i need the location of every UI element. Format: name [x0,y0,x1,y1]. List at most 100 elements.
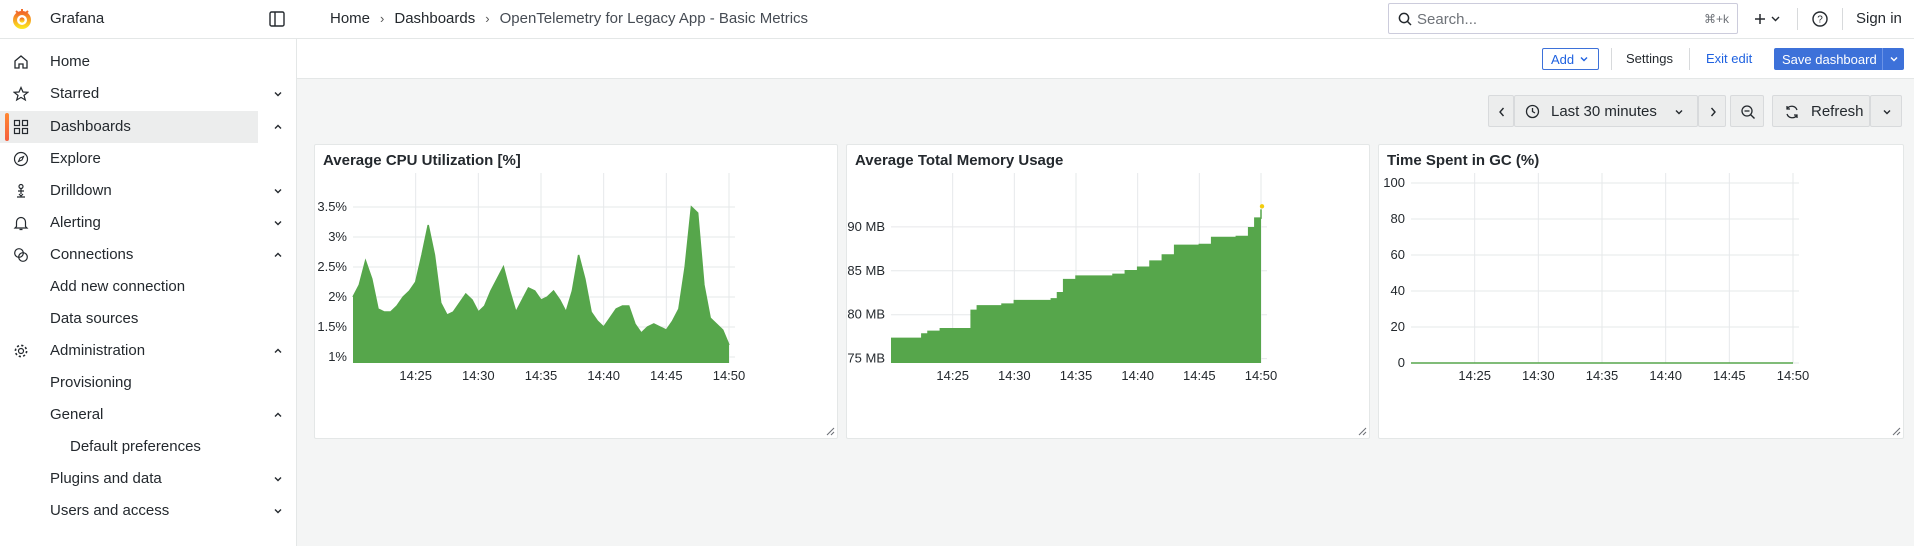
new-plus-icon[interactable] [1752,9,1786,29]
sidebar-item-add-new-connection[interactable]: Add new connection [0,271,296,303]
divider [1842,8,1843,30]
svg-text:?: ? [1817,15,1823,26]
x-tick-label: 14:30 [462,368,495,383]
sidebar-item-label: Plugins and data [50,470,162,487]
dashboard-action-bar: Add Settings Exit edit Save dashboard [297,39,1914,79]
chevron-down-icon[interactable] [271,87,285,101]
time-shift-forward-button[interactable] [1698,95,1726,127]
sidebar-item-home[interactable]: Home [0,46,296,78]
chevron-down-icon[interactable] [271,216,285,230]
x-tick-label: 14:45 [1183,368,1216,383]
app-name: Grafana [50,10,105,27]
x-tick-label: 14:50 [1245,368,1278,383]
time-range-picker[interactable]: Last 30 minutes [1514,95,1698,127]
zoom-out-button[interactable] [1730,95,1764,127]
resize-handle-icon[interactable] [1891,426,1901,436]
save-dashboard-label: Save dashboard [1782,51,1877,67]
sidebar-item-label: Explore [50,150,101,167]
chevron-up-icon[interactable] [271,408,285,422]
sidebar-item-label: Provisioning [50,374,132,391]
x-tick-label: 14:50 [1777,368,1810,383]
drilldown-icon [17,183,25,198]
chevron-down-icon[interactable] [271,184,285,198]
save-dashboard-button[interactable]: Save dashboard [1774,48,1904,70]
add-button[interactable]: Add [1542,48,1599,70]
compass-icon [13,151,29,167]
panel-gc-time[interactable]: Time Spent in GC (%) 14:25 14:30 14:35 14:4… [1378,144,1904,439]
panel-memory-usage[interactable]: Average Total Memory Usage 14:25 14:30 14:… [846,144,1370,439]
save-options-dropdown[interactable] [1882,48,1904,70]
cog-icon [14,344,28,358]
chevron-down-icon[interactable] [271,472,285,486]
sidebar-item-provisioning[interactable]: Provisioning [0,367,296,399]
sign-in-link[interactable]: Sign in [1856,10,1902,27]
series-line [891,209,1262,340]
sidebar-item-dashboards[interactable]: Dashboards [0,111,258,143]
gc-time-chart[interactable]: 14:25 14:30 14:35 14:40 14:45 14:50 0 20 40 60 80 1… [1379,145,1905,440]
chevron-up-icon[interactable] [271,248,285,262]
breadcrumb-current: OpenTelemetry for Legacy App - Basic Met… [499,10,809,27]
x-tick-label: 14:25 [936,368,969,383]
sidebar-item-general[interactable]: General [0,399,296,431]
sidebar: Home Starred Dashboards Explore Drilldow… [0,39,297,546]
zoom-out-icon [1741,105,1755,119]
y-tick-label: 80 MB [847,307,885,322]
exit-edit-button[interactable]: Exit edit [1706,51,1753,66]
resize-handle-icon[interactable] [1357,426,1367,436]
top-bar: Grafana Home › Dashboards › OpenTelemetr… [0,0,1914,39]
sidebar-item-data-sources[interactable]: Data sources [0,303,296,335]
cpu-utilization-chart[interactable]: 14:25 14:30 14:35 14:40 14:45 14:50 1% 1.5% 2% 2.… [315,145,839,440]
sidebar-item-connections[interactable]: Connections [0,239,296,271]
refresh-icon [1786,105,1798,119]
chevron-down-icon [1883,110,1891,115]
sidebar-item-starred[interactable]: Starred [0,78,296,110]
sidebar-item-label: Dashboards [50,118,131,135]
panel-cpu-utilization[interactable]: Average CPU Utilization [%] 14:25 14:30 14… [314,144,838,439]
divider [1611,48,1612,70]
y-tick-label: 20 [1391,319,1405,334]
dock-menu-icon[interactable] [268,10,286,28]
sidebar-item-label: Home [50,53,91,70]
x-tick-label: 14:35 [1060,368,1093,383]
panel-title[interactable]: Time Spent in GC (%) [1387,152,1540,169]
home-icon [14,55,28,69]
x-tick-label: 14:25 [399,368,432,383]
sidebar-item-drilldown[interactable]: Drilldown [0,175,296,207]
time-shift-back-button[interactable] [1488,95,1514,127]
sidebar-item-administration[interactable]: Administration [0,335,296,367]
chevron-up-icon[interactable] [271,120,285,134]
resize-handle-icon[interactable] [825,426,835,436]
chevron-down-icon[interactable] [271,504,285,518]
sidebar-item-users-and-access[interactable]: Users and access [0,495,296,527]
x-tick-label: 14:45 [650,368,683,383]
memory-usage-chart[interactable]: 14:25 14:30 14:35 14:40 14:45 14:50 75 MB 80 MB… [847,145,1371,440]
refresh-interval-dropdown[interactable] [1870,95,1902,127]
search-box[interactable]: ⌘+k [1388,3,1738,34]
settings-button[interactable]: Settings [1626,51,1673,66]
breadcrumb-home[interactable]: Home [330,10,371,27]
apps-icon [13,119,29,135]
breadcrumb-dashboards[interactable]: Dashboards [394,10,476,27]
y-tick-label: 1.5% [317,319,347,334]
x-tick-label: 14:40 [1649,368,1682,383]
sidebar-item-label: Administration [50,342,146,359]
search-input[interactable] [1417,9,1687,29]
refresh-button[interactable]: Refresh [1772,95,1870,127]
help-icon[interactable]: ? [1810,9,1830,29]
x-tick-label: 14:40 [587,368,620,383]
sidebar-item-plugins-and-data[interactable]: Plugins and data [0,463,296,495]
sidebar-item-default-preferences[interactable]: Default preferences [0,431,296,463]
sidebar-item-label: Connections [50,246,134,263]
grafana-logo-icon[interactable] [10,7,34,31]
chevron-down-icon [1580,57,1588,62]
sidebar-item-explore[interactable]: Explore [0,143,296,175]
series-area [891,209,1261,363]
sidebar-item-alerting[interactable]: Alerting [0,207,296,239]
x-tick-label: 14:30 [1522,368,1555,383]
y-tick-label: 3.5% [317,199,347,214]
panel-title[interactable]: Average Total Memory Usage [855,152,1064,169]
chevron-down-icon [1890,57,1897,62]
y-tick-label: 60 [1391,247,1405,262]
chevron-up-icon[interactable] [271,344,285,358]
panel-title[interactable]: Average CPU Utilization [%] [323,152,521,169]
